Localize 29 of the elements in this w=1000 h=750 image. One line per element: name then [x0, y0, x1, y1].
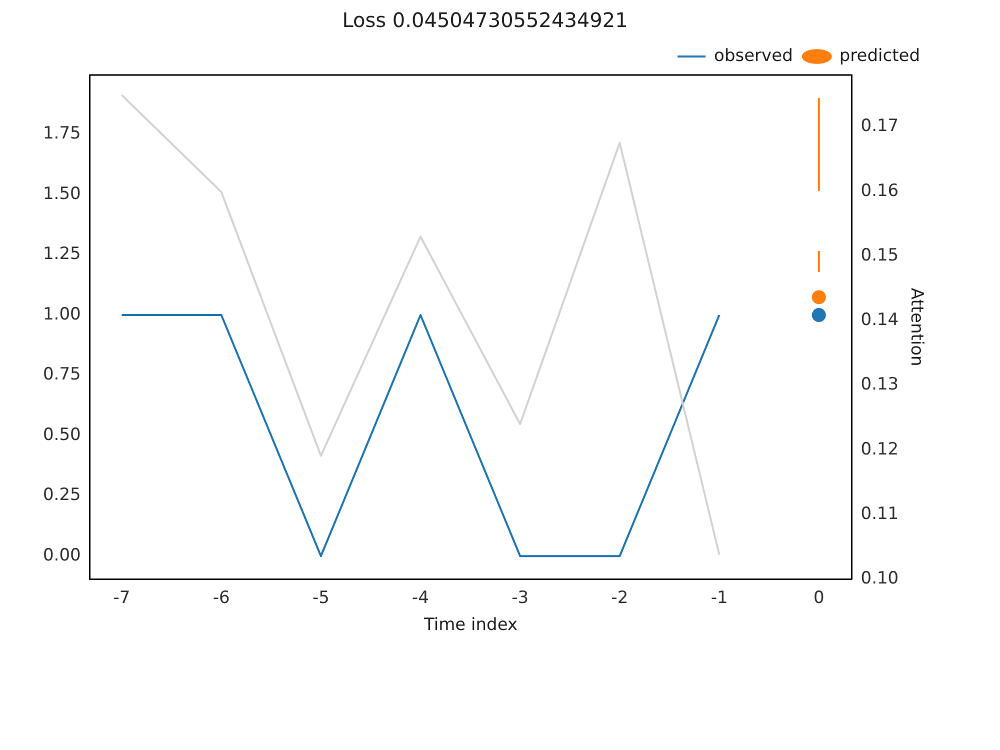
y2-tick-label: 0.10	[860, 568, 899, 589]
y2-axis-title: Attention	[906, 288, 926, 366]
y-tick-label: 0.25	[42, 485, 81, 506]
y2-tick-label: 0.16	[860, 180, 899, 201]
x-tick-label: -1	[710, 588, 728, 608]
y2-tick-label: 0.15	[860, 245, 899, 266]
y-tick-label: 0.75	[42, 364, 81, 385]
x-tick-label: -4	[412, 588, 429, 608]
y-tick-label: 1.50	[42, 184, 81, 204]
x-tick-label: -6	[212, 588, 230, 608]
x-tick-label: -3	[512, 588, 529, 608]
y-tick-label: 1.75	[42, 124, 81, 144]
y2-tick-label: 0.17	[860, 116, 899, 136]
y2-tick-label: 0.11	[860, 504, 899, 524]
y2-tick-label: 0.12	[860, 439, 899, 460]
x-tick-label: -7	[113, 588, 130, 608]
y-tick-label: 0.00	[42, 545, 81, 566]
y-tick-label: 0.50	[42, 424, 81, 445]
legend-label: predicted	[839, 46, 920, 66]
x-tick-label: -5	[312, 588, 330, 608]
x-tick-label: -2	[611, 588, 628, 608]
chart-title: Loss 0.04504730552434921	[342, 8, 628, 32]
y-tick-label: 1.00	[42, 304, 81, 324]
legend-label: observed	[714, 46, 793, 66]
y2-tick-label: 0.13	[860, 374, 899, 395]
x-tick-label: 0	[813, 588, 824, 608]
y-tick-label: 1.25	[42, 244, 81, 264]
x-axis-title: Time index	[423, 615, 518, 636]
y2-tick-label: 0.14	[860, 310, 899, 330]
